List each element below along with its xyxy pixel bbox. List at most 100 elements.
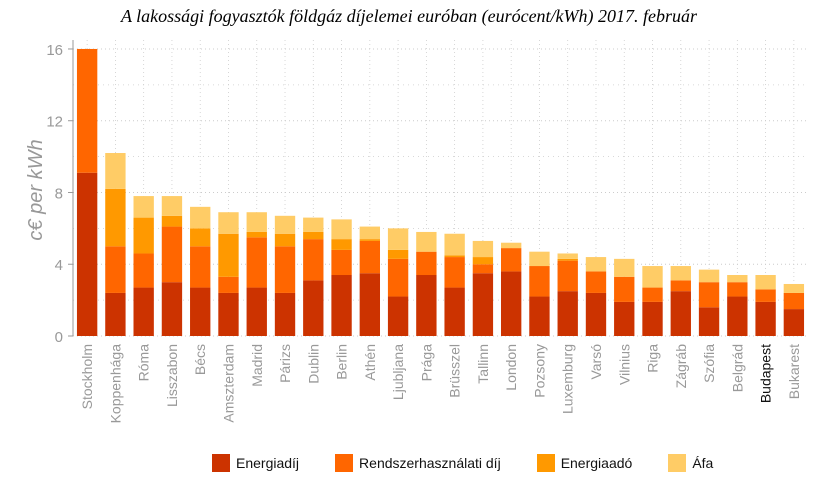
bar-segment: [755, 275, 776, 290]
y-tick-label: 12: [46, 114, 63, 131]
bar-segment: [331, 275, 352, 336]
x-tick-label: Stockholm: [79, 344, 95, 409]
bar-segment: [133, 196, 154, 218]
bar-segment: [472, 273, 494, 336]
bar-segment: [331, 249, 352, 276]
bar-segment: [698, 307, 720, 336]
x-tick-label: Brüsszel: [447, 344, 463, 398]
legend-item: Energiaadó: [536, 454, 633, 472]
x-tick-label: Tallinn: [475, 344, 491, 384]
x-tick-label: Varsó: [588, 344, 604, 380]
x-tick-label: Pozsony: [531, 344, 547, 398]
bar-segment: [105, 246, 126, 293]
x-tick-label: Zágráb: [673, 344, 689, 389]
bar-segment: [161, 226, 183, 283]
x-tick-label: Belgrád: [729, 344, 745, 392]
bar-segment: [303, 231, 324, 240]
bar-segment: [133, 287, 154, 336]
bar-segment: [670, 280, 691, 292]
chart-title: A lakossági fogyasztók földgáz díjelemei…: [120, 6, 698, 26]
bar-segment: [303, 217, 324, 232]
bar-segment: [727, 275, 748, 283]
bar-segment: [387, 258, 409, 297]
bar-segment: [755, 301, 776, 336]
bar-segment: [359, 240, 381, 274]
bar-segment: [783, 283, 805, 293]
bar-segment: [105, 153, 126, 189]
bar-segment: [557, 291, 578, 336]
bar-segment: [783, 292, 805, 310]
bar-segment: [614, 301, 635, 336]
bar-segment: [500, 271, 522, 336]
bar-segment: [246, 231, 267, 238]
y-tick-label: 4: [55, 257, 63, 274]
bar-segment: [133, 217, 154, 254]
y-tick-label: 0: [55, 329, 63, 346]
bar-segment: [557, 258, 578, 261]
bar-segment: [161, 282, 183, 336]
bar-segment: [642, 301, 663, 336]
bar-segment: [161, 215, 183, 227]
x-tick-label: Madrid: [249, 344, 265, 387]
x-tick-label: Budapest: [758, 344, 774, 403]
x-tick-label: Athén: [362, 344, 378, 381]
bar-segment: [387, 228, 409, 250]
bar-segment: [642, 287, 663, 302]
x-tick-label: Amszterdam: [220, 344, 236, 423]
bar-segment: [331, 239, 352, 250]
bar-segment: [444, 287, 465, 336]
axes: 0 4 8 12 16 Stockholm Koppenhága Róma Lisszabon B…: [46, 40, 802, 423]
bar-segment: [274, 246, 296, 293]
y-tick-label: 8: [55, 185, 63, 202]
x-tick-label: Párizs: [277, 344, 293, 383]
legend-swatch: [536, 454, 555, 472]
bar-segment: [331, 219, 352, 240]
bar-segment: [133, 253, 154, 288]
bar-segment: [670, 291, 691, 336]
bar-segment: [642, 266, 663, 288]
bar-segment: [698, 282, 720, 308]
bar-segment: [76, 172, 98, 336]
x-tick-label: Ljubljana: [390, 344, 406, 400]
bar-segment: [246, 212, 267, 232]
bar-segment: [76, 48, 98, 173]
legend-label: Energiadíj: [236, 455, 300, 471]
bar-segment: [529, 251, 550, 267]
bar-segment: [500, 248, 522, 272]
legend-label: Rendszerhasználati díj: [359, 455, 501, 471]
legend-label: Áfa: [692, 455, 714, 471]
bar-segment: [218, 276, 239, 293]
x-tick-label: Lisszabon: [164, 344, 180, 407]
bar-segment: [472, 257, 494, 265]
bar-segment: [359, 239, 381, 241]
bars: [76, 48, 805, 336]
bar-segment: [727, 296, 748, 336]
x-tick-label: Riga: [645, 344, 661, 373]
bar-segment: [303, 280, 324, 336]
x-tick-label: Bécs: [192, 344, 208, 375]
bar-segment: [585, 271, 607, 293]
bar-segment: [161, 196, 183, 216]
bar-segment: [444, 255, 465, 258]
bar-segment: [500, 242, 522, 249]
x-tick-label: London: [503, 344, 519, 391]
legend-label: Energiaadó: [560, 455, 633, 471]
legend-swatch: [668, 454, 687, 472]
legend-item: Rendszerhasználati díj: [335, 454, 501, 472]
bar-segment: [416, 275, 437, 336]
bar-segment: [274, 215, 296, 234]
y-tick-label: 16: [46, 42, 63, 59]
bar-segment: [783, 309, 805, 336]
bar-segment: [246, 287, 267, 336]
bar-segment: [190, 287, 211, 336]
bar-segment: [218, 212, 239, 234]
x-tick-label: Luxemburg: [560, 344, 576, 414]
bar-segment: [444, 233, 465, 256]
bar-segment: [472, 264, 494, 274]
x-tick-label: Koppenhága: [107, 344, 123, 424]
bar-segment: [416, 251, 437, 276]
y-axis-label: c€ per kWh: [25, 139, 47, 240]
bar-segment: [698, 269, 720, 283]
bar-segment: [614, 276, 635, 302]
